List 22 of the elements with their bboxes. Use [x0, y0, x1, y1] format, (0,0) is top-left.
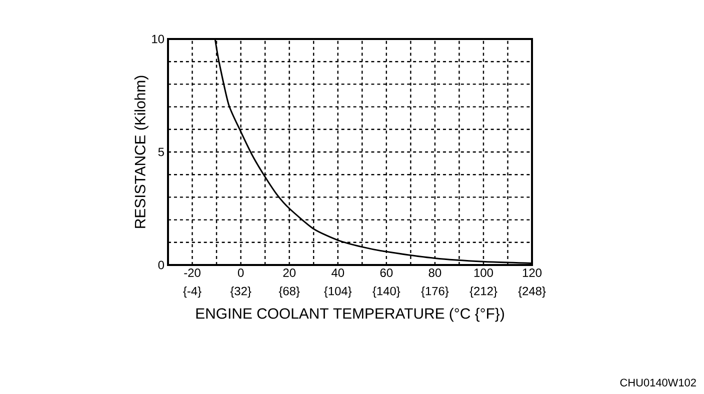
- x2-tick-label: {212}: [470, 286, 498, 298]
- x2-tick-label: {140}: [372, 286, 400, 298]
- x-tick-label: 100: [474, 268, 493, 277]
- x-tick-label: 120: [522, 268, 542, 277]
- y-tick-label: 0: [158, 260, 164, 270]
- y-axis-title: RESISTANCE (Kilohm): [134, 76, 148, 228]
- x2-tick-label: {104}: [324, 286, 352, 298]
- y-tick-label: 10: [152, 34, 164, 44]
- x-tick-label: 60: [380, 268, 393, 277]
- x-tick-label: -20: [184, 268, 200, 277]
- x2-tick-label: {248}: [518, 286, 546, 298]
- x2-tick-label: {32}: [230, 286, 252, 298]
- text: CHU0140W102: [620, 378, 696, 386]
- x-tick-label: 20: [283, 268, 296, 277]
- x-tick-label: 80: [428, 268, 442, 277]
- x-axis-title: ENGINE COOLANT TEMPERATURE (°C {°F}): [196, 308, 504, 322]
- x2-tick-label: {176}: [421, 286, 449, 298]
- y-tick-label: 5: [158, 148, 164, 156]
- x2-tick-label: {68}: [278, 286, 300, 298]
- x-tick-label: 40: [332, 268, 344, 277]
- x-tick-label: 0: [238, 268, 244, 277]
- x2-tick-label: {-4}: [183, 286, 202, 298]
